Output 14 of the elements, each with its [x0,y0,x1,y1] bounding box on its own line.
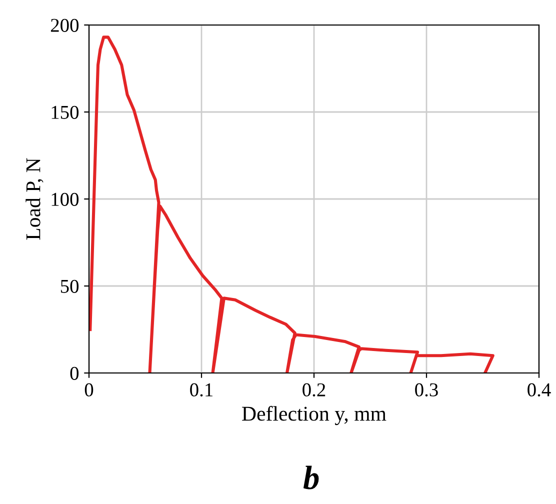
y-tick-label: 100 [52,192,79,206]
x-tick-label: 0.3 [415,383,438,396]
y-axis-title: Load P, N [26,158,44,240]
y-tick-label: 50 [60,280,79,293]
y-tick-label: 200 [50,18,79,32]
line-series [89,36,494,373]
y-tick-label: 150 [52,106,79,119]
x-tick-label: 0.2 [302,383,326,396]
x-tick-label: 0.4 [528,383,551,396]
text: b [303,466,319,490]
y-tick-label: 0 [70,366,79,380]
x-axis-title: Deflection y, mm [242,406,386,426]
x-tick-label: 0 [84,383,94,396]
x-tick-label: 0.1 [190,383,212,396]
